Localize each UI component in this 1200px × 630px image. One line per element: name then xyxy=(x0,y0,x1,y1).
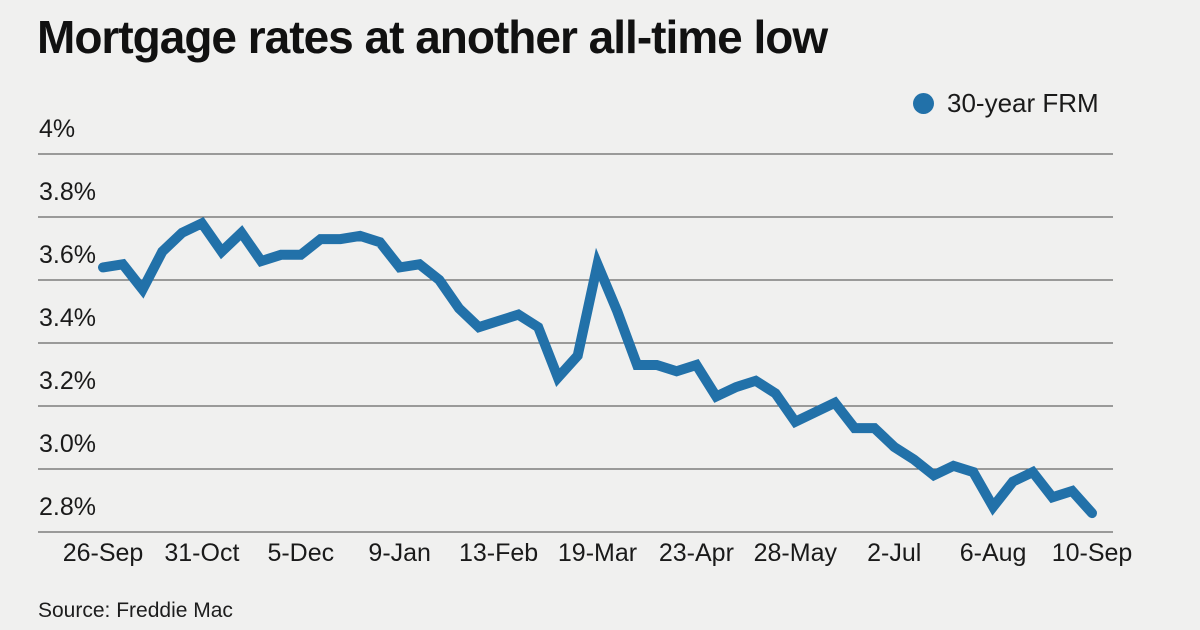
rate-line-series xyxy=(98,216,1097,519)
x-tick-label: 6-Aug xyxy=(960,539,1027,567)
y-tick-label: 3.2% xyxy=(39,367,96,395)
source-attribution: Source: Freddie Mac xyxy=(38,599,233,622)
y-tick-label: 2.8% xyxy=(39,493,96,521)
legend-series-label: 30-year FRM xyxy=(947,88,1099,118)
x-tick-label: 23-Apr xyxy=(659,539,734,567)
legend: 30-year FRM xyxy=(913,88,1099,119)
x-tick-label: 9-Jan xyxy=(368,539,431,567)
y-tick-label: 4% xyxy=(39,115,75,143)
x-tick-label: 28-May xyxy=(754,539,838,567)
y-tick-label: 3.0% xyxy=(39,430,96,458)
x-tick-label: 13-Feb xyxy=(459,539,538,567)
x-tick-label: 19-Mar xyxy=(558,539,637,567)
legend-dot-icon xyxy=(913,93,934,114)
y-tick-label: 3.8% xyxy=(39,178,96,206)
x-tick-label: 31-Oct xyxy=(164,539,239,567)
x-tick-label: 26-Sep xyxy=(63,539,144,567)
chart-title: Mortgage rates at another all-time low xyxy=(37,11,828,63)
y-tick-label: 3.4% xyxy=(39,304,96,332)
y-tick-label: 3.6% xyxy=(39,241,96,269)
x-tick-label: 2-Jul xyxy=(867,539,921,567)
x-tick-label: 5-Dec xyxy=(267,539,334,567)
x-tick-label: 10-Sep xyxy=(1052,539,1133,567)
